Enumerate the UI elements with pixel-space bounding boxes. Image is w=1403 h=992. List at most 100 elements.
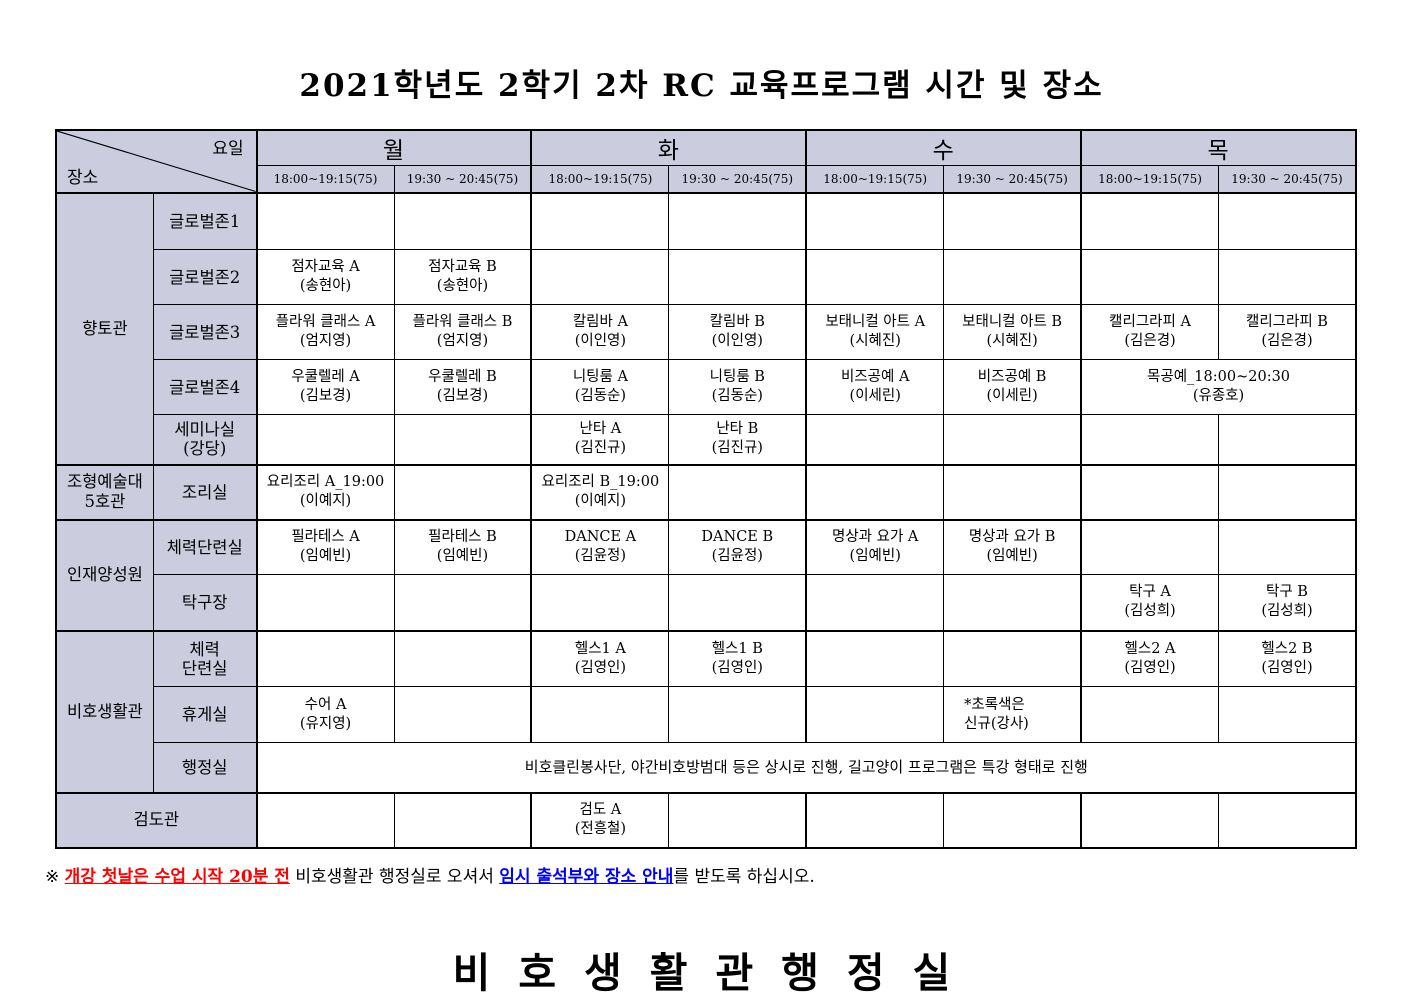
schedule-cell-empty [1217,414,1357,465]
day-header-wed: 수 [805,129,1082,166]
schedule-cell-empty [1080,191,1219,250]
schedule-cell-woodcraft: 목공예_18:00~20:30 (유종호) [1080,359,1357,415]
schedule-cell: 탁구 B (김성희) [1217,574,1357,631]
time-header: 19:30 ~ 20:45(75) [668,165,807,193]
page-title: 2021학년도 2학기 2차 RC 교육프로그램 시간 및 장소 [299,68,1104,104]
schedule-cell-empty [668,249,807,305]
schedule-cell-empty [943,249,1082,305]
schedule-cell: 필라테스 A (임예빈) [255,518,395,575]
time-header: 19:30 ~ 20:45(75) [393,165,532,193]
schedule-cell: 명상과 요가 A (임예빈) [805,518,945,575]
schedule-cell: 필라테스 B (임예빈) [393,518,532,575]
schedule-cell: 니팅룸 B (김동순) [668,359,807,415]
schedule-cell-empty [255,791,395,848]
admin-office-note: 비호클린봉사단, 야간비호방범대 등은 상시로 진행, 길고양이 프로그램은 특… [255,742,1357,793]
time-header: 18:00~19:15(75) [255,165,395,193]
room-label: 휴게실 [152,686,258,743]
corner-cell: 요일 장소 [55,129,258,193]
schedule-cell-empty [805,191,945,250]
schedule-cell-empty [393,414,532,465]
schedule-cell-empty [255,414,395,465]
building-label-injae: 인재양성원 [55,518,154,631]
schedule-cell: 우쿨렐레 B (김보경) [393,359,532,415]
schedule-cell-empty [255,191,395,250]
schedule-cell: 플라워 클래스 A (엄지영) [255,304,395,360]
schedule-cell: 비즈공예 B (이세린) [943,359,1082,415]
schedule-cell: 캘리그라피 B (김은경) [1217,304,1357,360]
footer-title: 비호생활관행정실 [452,948,979,992]
schedule-cell-empty [393,574,532,631]
time-header: 19:30 ~ 20:45(75) [943,165,1082,193]
building-label-hyangtogwan: 향토관 [55,191,154,465]
schedule-cell-empty [943,191,1082,250]
schedule-cell-empty [1080,518,1219,575]
schedule-cell: 탁구 A (김성희) [1080,574,1219,631]
schedule-cell: 우쿨렐레 A (김보경) [255,359,395,415]
day-header-mon: 월 [255,129,532,166]
schedule-cell: 점자교육 B (송현아) [393,249,532,305]
schedule-cell: 칼림바 A (이인영) [530,304,670,360]
schedule-cell-empty [1080,463,1219,520]
schedule-cell: 헬스2 A (김영인) [1080,629,1219,687]
schedule-cell-empty [805,686,945,743]
room-label: 탁구장 [152,574,258,631]
footnote-marker: ※ [45,866,60,887]
schedule-cell-empty [530,249,670,305]
building-label-kendo: 검도관 [55,791,258,848]
green-is-new-note: *초록색은 신규(강사) [943,686,1082,743]
footnote-mid-text: 비호생활관 행정실로 오셔서 [295,866,494,887]
time-header: 18:00~19:15(75) [1080,165,1219,193]
schedule-cell: 헬스1 A (김영인) [530,629,670,687]
schedule-cell-empty [805,791,945,848]
corner-place-label: 장소 [67,167,99,188]
schedule-cell-empty [393,463,532,520]
schedule-cell-empty [1080,414,1219,465]
schedule-cell: 칼림바 B (이인영) [668,304,807,360]
schedule-cell: 니팅룸 A (김동순) [530,359,670,415]
schedule-cell-empty [805,414,945,465]
schedule-cell-empty [1217,463,1357,520]
room-label: 세미나실 (강당) [152,414,258,465]
schedule-cell-empty [943,791,1082,848]
schedule-cell-empty [1217,191,1357,250]
time-header: 19:30 ~ 20:45(75) [1217,165,1357,193]
building-label-art5: 조형예술대 5호관 [55,463,154,520]
schedule-cell-empty [1080,249,1219,305]
schedule-cell: 보태니컬 아트 A (시혜진) [805,304,945,360]
schedule-cell-empty [943,463,1082,520]
schedule-cell-empty [530,574,670,631]
schedule-cell-empty [1080,791,1219,848]
day-header-tue: 화 [530,129,807,166]
footnote: ※ 개강 첫날은 수업 시작 20분 전 비호생활관 행정실로 오셔서 임시 출… [45,862,1403,887]
schedule-cell-empty [805,463,945,520]
room-label: 글로벌존1 [152,191,258,250]
room-label: 체력단련실 [152,518,258,575]
room-label: 글로벌존3 [152,304,258,360]
schedule-cell: 보태니컬 아트 B (시혜진) [943,304,1082,360]
schedule-cell: 난타 B (김진규) [668,414,807,465]
schedule-cell: 요리조리 A_19:00 (이예지) [255,463,395,520]
schedule-cell: DANCE B (김윤정) [668,518,807,575]
schedule-cell-empty [1217,249,1357,305]
schedule-cell-empty [943,414,1082,465]
schedule-cell-empty [530,191,670,250]
schedule-cell: 점자교육 A (송현아) [255,249,395,305]
schedule-cell-empty [805,629,945,687]
schedule-cell: 헬스2 B (김영인) [1217,629,1357,687]
room-label: 글로벌존2 [152,249,258,305]
schedule-cell-empty [1217,791,1357,848]
schedule-cell-empty [1080,686,1219,743]
room-label: 행정실 [152,742,258,793]
schedule-cell-empty [668,191,807,250]
footnote-blue-text: 임시 출석부와 장소 안내 [499,866,674,887]
corner-day-label: 요일 [212,139,244,159]
schedule-cell: 명상과 요가 B (임예빈) [943,518,1082,575]
schedule-cell: 검도 A (전흥철) [530,791,670,848]
schedule-cell-empty [255,574,395,631]
schedule-cell-empty [393,686,532,743]
schedule-cell-empty [943,574,1082,631]
schedule-cell: 비즈공예 A (이세린) [805,359,945,415]
schedule-cell-empty [393,629,532,687]
